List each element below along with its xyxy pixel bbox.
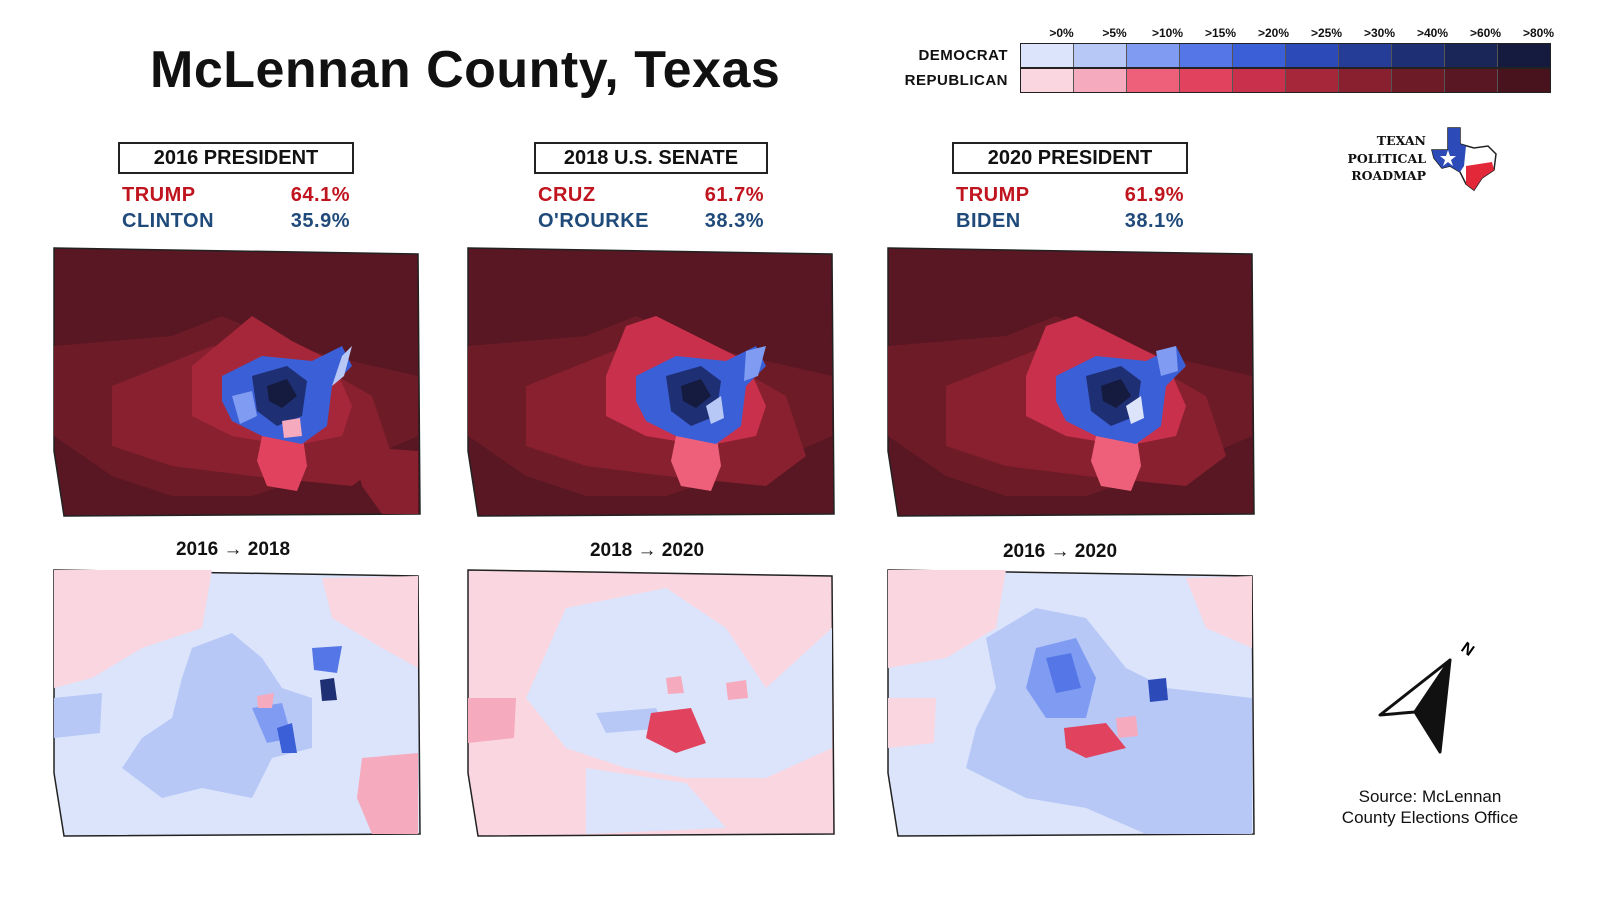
legend-swatch-republican-1 (1074, 69, 1127, 92)
race-title-2016-president: 2016 PRESIDENT (118, 142, 354, 174)
logo-text: TEXAN POLITICAL ROADMAP (1347, 133, 1426, 183)
dem-candidate-pct: 38.3% (704, 210, 764, 232)
legend-swatch-democrat-7 (1392, 44, 1445, 67)
rep-candidate-pct: 61.7% (704, 184, 764, 206)
legend-row-republican: REPUBLICAN (890, 68, 1551, 93)
legend-swatch-democrat-2 (1127, 44, 1180, 67)
rep-candidate-name: TRUMP (122, 184, 196, 206)
map-2016-president (53, 247, 421, 517)
source-note: Source: McLennan County Elections Office (1341, 787, 1519, 827)
legend-swatch-republican-0 (1021, 69, 1074, 92)
legend-swatch-democrat-1 (1074, 44, 1127, 67)
swing-label-2016-2018: 2016 → 2018 (175, 539, 291, 560)
legend-swatch-republican-2 (1127, 69, 1180, 92)
legend-swatch-republican-7 (1392, 69, 1445, 92)
rep-candidate-name: CRUZ (538, 184, 596, 206)
north-label: N (1458, 639, 1477, 660)
color-legend: DEMOCRAT REPUBLICAN (890, 43, 1551, 93)
dem-candidate-name: O'ROURKE (538, 210, 649, 232)
legend-threshold: >25% (1310, 26, 1343, 40)
legend-thresholds: >0% >5% >10% >15% >20% >25% >30% >40% >6… (1035, 26, 1565, 40)
dem-candidate-name: BIDEN (956, 210, 1021, 232)
page-title: McLennan County, Texas (150, 41, 781, 99)
swing-map-2016-2018 (53, 569, 421, 837)
legend-swatch-republican-3 (1180, 69, 1233, 92)
legend-swatches-democrat (1020, 43, 1551, 68)
legend-swatch-republican-4 (1233, 69, 1286, 92)
legend-threshold: >10% (1151, 26, 1184, 40)
legend-label-democrat: DEMOCRAT (918, 47, 1008, 64)
legend-row-democrat: DEMOCRAT (890, 43, 1551, 68)
legend-threshold: >60% (1469, 26, 1502, 40)
rep-candidate-name: TRUMP (956, 184, 1030, 206)
legend-threshold: >40% (1416, 26, 1449, 40)
legend-threshold: >0% (1049, 26, 1074, 40)
legend-swatch-democrat-3 (1180, 44, 1233, 67)
dem-candidate-name: CLINTON (122, 210, 215, 232)
texan-political-roadmap-logo: TEXAN POLITICAL ROADMAP (1338, 126, 1518, 196)
legend-label-republican: REPUBLICAN (904, 72, 1008, 89)
legend-swatch-republican-9 (1498, 69, 1550, 92)
dem-candidate-pct: 38.1% (1124, 210, 1184, 232)
map-2018-senate (467, 247, 835, 517)
race-title-2020-president: 2020 PRESIDENT (952, 142, 1188, 174)
legend-swatch-republican-6 (1339, 69, 1392, 92)
legend-threshold: >5% (1102, 26, 1127, 40)
rep-candidate-pct: 64.1% (290, 184, 350, 206)
legend-swatch-democrat-8 (1445, 44, 1498, 67)
north-arrow-icon: N (1378, 639, 1477, 754)
dem-candidate-pct: 35.9% (290, 210, 350, 232)
legend-swatch-republican-5 (1286, 69, 1339, 92)
legend-threshold: >30% (1363, 26, 1396, 40)
legend-swatch-democrat-6 (1339, 44, 1392, 67)
legend-swatch-democrat-0 (1021, 44, 1074, 67)
texas-flag-icon (1431, 127, 1497, 192)
swing-map-2018-2020 (467, 569, 835, 837)
legend-swatch-democrat-9 (1498, 44, 1550, 67)
swing-map-2016-2020 (887, 569, 1255, 837)
legend-swatch-republican-8 (1445, 69, 1498, 92)
legend-swatch-democrat-4 (1233, 44, 1286, 67)
legend-swatches-republican (1020, 68, 1551, 93)
rep-candidate-pct: 61.9% (1124, 184, 1184, 206)
race-title-2018-senate: 2018 U.S. SENATE (534, 142, 768, 174)
swing-label-2016-2020: 2016 → 2020 (1002, 541, 1118, 562)
legend-threshold: >15% (1204, 26, 1237, 40)
map-2020-president (887, 247, 1255, 517)
legend-threshold: >80% (1522, 26, 1555, 40)
legend-threshold: >20% (1257, 26, 1290, 40)
legend-swatch-democrat-5 (1286, 44, 1339, 67)
swing-label-2018-2020: 2018 → 2020 (589, 540, 705, 561)
